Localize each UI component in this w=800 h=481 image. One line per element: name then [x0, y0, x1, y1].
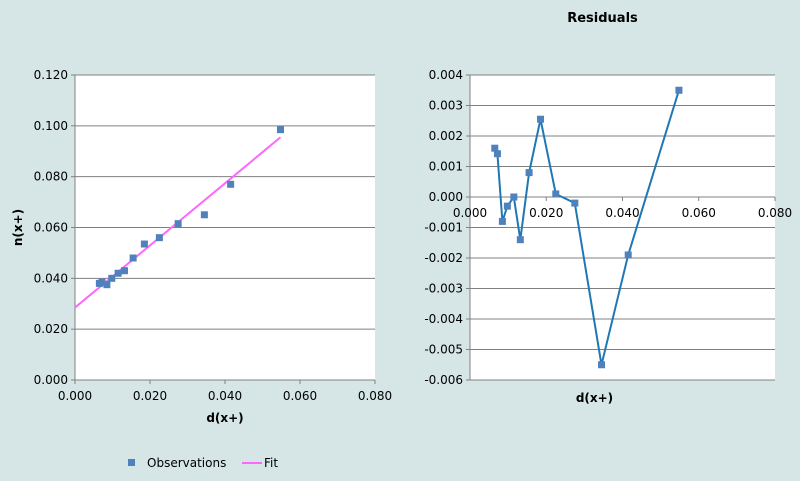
- left-y-tick-label: 0.100: [34, 119, 68, 133]
- right-y-tick-label: 0.001: [429, 160, 463, 174]
- left-y-tick-label: 0.000: [34, 373, 68, 387]
- residual-point: [525, 169, 533, 177]
- observation-point: [98, 278, 106, 286]
- residual-point: [493, 150, 501, 158]
- right-y-tick-label: 0.000: [429, 190, 463, 204]
- observation-point: [108, 274, 116, 282]
- left-x-tick-label: 0.020: [133, 389, 167, 403]
- right-y-tick-label: -0.004: [424, 312, 463, 326]
- left-y-tick-label: 0.060: [34, 221, 68, 235]
- observation-point: [227, 180, 235, 188]
- right-x-tick-label: 0.060: [682, 206, 716, 220]
- right-x-tick-label: 0.040: [605, 206, 639, 220]
- right-x-axis-title: d(x+): [576, 391, 613, 405]
- observation-point: [114, 269, 122, 277]
- right-y-tick-label: 0.003: [429, 99, 463, 113]
- observation-point: [155, 234, 163, 242]
- residuals-chart: -0.006-0.005-0.004-0.003-0.002-0.0010.00…: [424, 11, 792, 405]
- legend-observations-label: Observations: [147, 456, 226, 470]
- right-y-tick-label: 0.002: [429, 129, 463, 143]
- fit-chart: 0.000 0.020 0.040 0.060 0.080 0.100 0.120 0.000…: [11, 68, 392, 425]
- left-y-tick-label: 0.020: [34, 322, 68, 336]
- legend: Observations Fit: [128, 456, 278, 470]
- residual-point: [571, 199, 579, 207]
- right-y-tick-label: -0.003: [424, 282, 463, 296]
- residual-point: [624, 251, 632, 259]
- residual-point: [552, 190, 560, 198]
- right-x-tick-label: 0.080: [758, 206, 792, 220]
- observation-point: [277, 126, 284, 134]
- left-x-tick-label: 0.060: [283, 389, 317, 403]
- residual-point: [491, 144, 499, 152]
- residual-point: [510, 193, 518, 201]
- left-x-tick-label: 0.040: [208, 389, 242, 403]
- observation-point: [121, 267, 128, 275]
- left-y-tick-label: 0.080: [34, 170, 68, 184]
- right-x-tick-label: 0.020: [529, 206, 563, 220]
- right-y-tick-label: -0.006: [424, 373, 463, 387]
- left-x-tick-label: 0.000: [58, 389, 92, 403]
- observation-point: [200, 211, 208, 219]
- residual-point: [503, 202, 511, 210]
- right-y-tick-label: -0.001: [424, 221, 463, 235]
- legend-observations-marker: [128, 459, 135, 466]
- residual-point: [516, 236, 524, 244]
- left-x-axis-title: d(x+): [206, 411, 243, 425]
- observation-point: [174, 220, 182, 228]
- residual-point: [537, 115, 545, 123]
- residual-point: [675, 86, 683, 94]
- observation-point: [103, 281, 111, 289]
- legend-fit-label: Fit: [264, 456, 278, 470]
- observation-point: [140, 240, 148, 248]
- right-chart-title: Residuals: [567, 11, 638, 26]
- residual-point: [498, 217, 506, 225]
- right-y-tick-label: -0.002: [424, 251, 463, 265]
- right-y-tick-label: -0.005: [424, 343, 463, 357]
- observation-point: [129, 254, 137, 262]
- left-y-tick-label: 0.040: [34, 271, 68, 285]
- right-y-tick-label: 0.004: [429, 68, 463, 82]
- left-x-tick-label: 0.080: [358, 389, 392, 403]
- left-y-tick-label: 0.120: [34, 68, 68, 82]
- residual-point: [598, 361, 606, 369]
- left-y-axis-title: n(x+): [11, 209, 25, 246]
- right-x-tick-label: 0.000: [453, 206, 487, 220]
